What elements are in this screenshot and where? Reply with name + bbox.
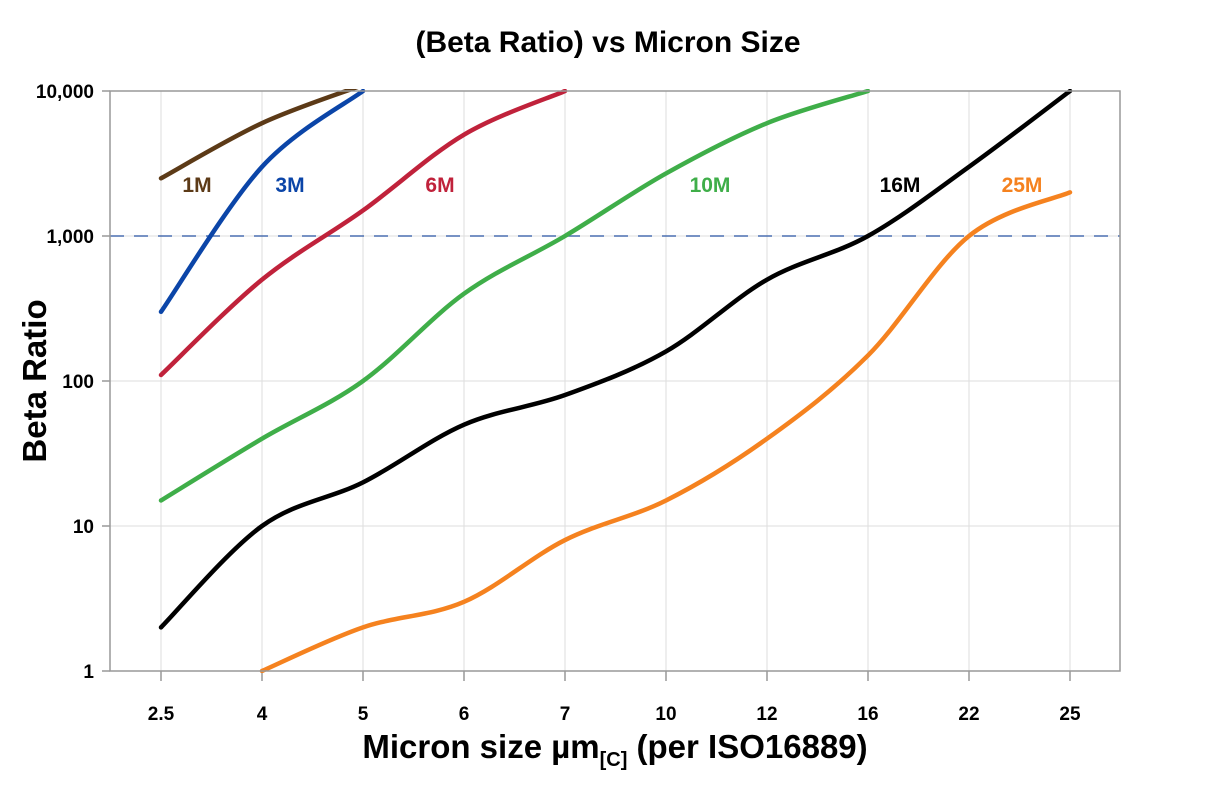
- x-tick-label: 4: [257, 704, 268, 725]
- series-label-10M: 10M: [690, 174, 731, 197]
- series-labels: 1M 3M 6M 10M 16M 25M: [182, 174, 1042, 197]
- x-axis-ticks: 2.5 4 5 6 7 10 12 16 22 25: [148, 671, 1081, 725]
- series-line-16M: [158, 89, 1073, 630]
- y-tick-label: 1: [83, 662, 94, 683]
- x-axis-label: Micron size µm[C] (per ISO16889): [362, 728, 867, 771]
- chart-title: (Beta Ratio) vs Micron Size: [415, 26, 800, 59]
- x-axis-label-subscript: [C]: [600, 749, 628, 771]
- series-label-6M: 6M: [425, 174, 454, 197]
- series-label-16M: 16M: [880, 174, 921, 197]
- series-line-3M: [158, 89, 366, 315]
- grid: [110, 90, 1120, 672]
- series-label-1M: 1M: [182, 174, 211, 197]
- x-tick-label: 25: [1059, 704, 1081, 725]
- plot-border: [109, 90, 1121, 672]
- x-axis-label-suffix: (per ISO16889): [627, 728, 867, 765]
- series-line-1M: [158, 89, 359, 181]
- x-tick-label: 5: [358, 704, 369, 725]
- x-tick-label: 22: [958, 704, 979, 725]
- y-tick-label: 100: [62, 372, 94, 393]
- x-tick-label: 7: [560, 704, 571, 725]
- x-tick-label: 10: [655, 704, 676, 725]
- x-tick-label: 6: [459, 704, 470, 725]
- x-tick-label: 12: [756, 704, 777, 725]
- y-tick-label: 10,000: [36, 82, 94, 103]
- y-tick-label: 10: [73, 517, 94, 538]
- series-lines: [158, 89, 1073, 673]
- y-tick-label: 1,000: [46, 227, 94, 248]
- series-line-25M: [259, 190, 1073, 673]
- y-axis-label: Beta Ratio: [16, 299, 53, 462]
- series-label-25M: 25M: [1002, 174, 1043, 197]
- x-axis-label-main: Micron size µm: [362, 728, 599, 765]
- series-line-10M: [158, 89, 871, 503]
- x-tick-label: 2.5: [148, 704, 175, 725]
- series-label-3M: 3M: [275, 174, 304, 197]
- y-axis-ticks: 10,000 1,000 100 10 1: [36, 82, 110, 683]
- x-tick-label: 16: [857, 704, 878, 725]
- series-line-6M: [158, 89, 568, 378]
